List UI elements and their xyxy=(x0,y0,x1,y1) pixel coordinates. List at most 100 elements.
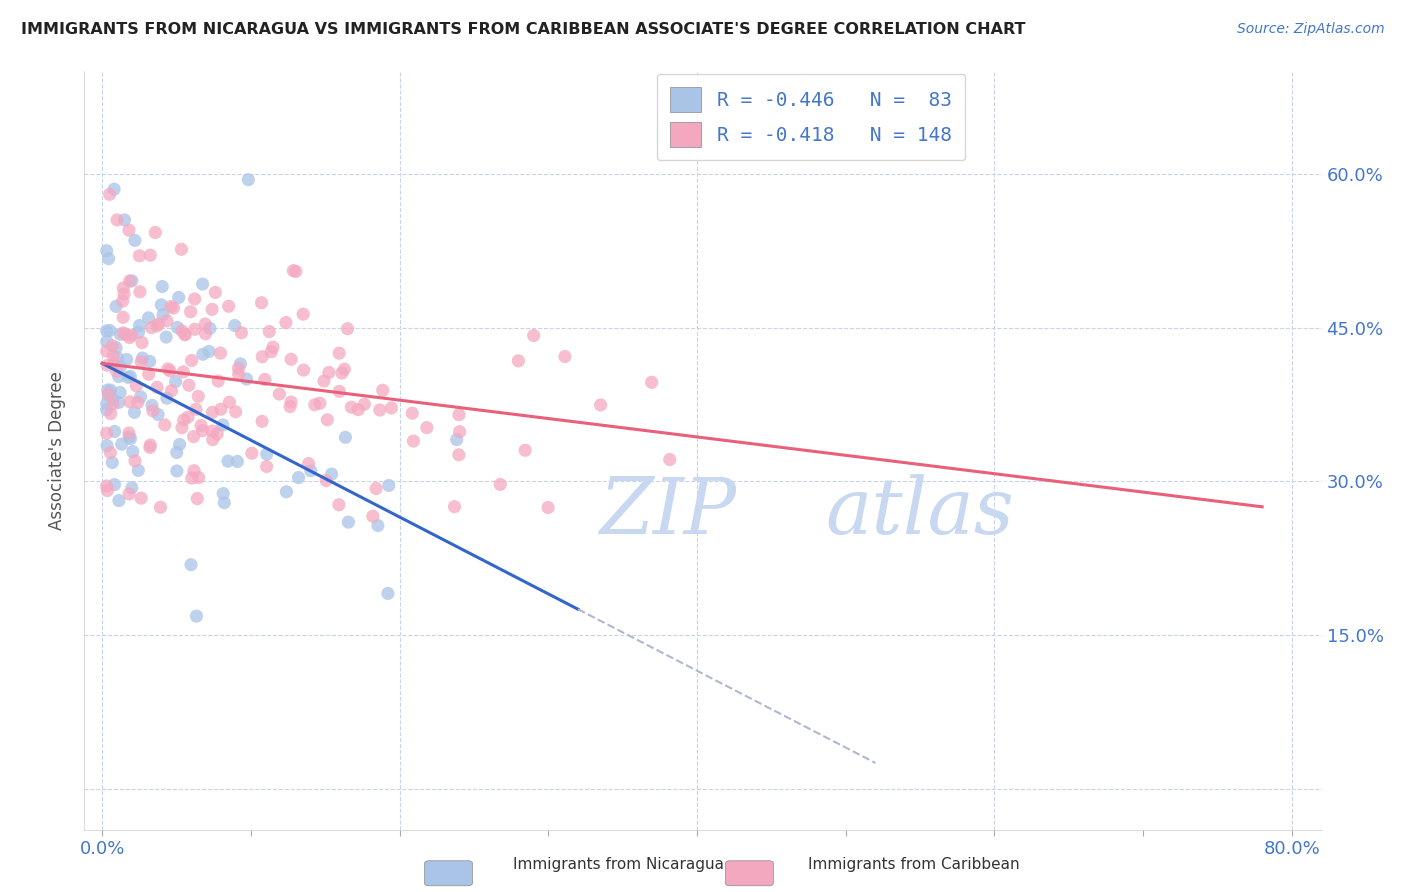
Text: Source: ZipAtlas.com: Source: ZipAtlas.com xyxy=(1237,22,1385,37)
Point xyxy=(107,369,129,384)
Point xyxy=(353,397,375,411)
Point xyxy=(380,401,402,415)
Point xyxy=(401,406,423,420)
Text: Immigrants from Caribbean: Immigrants from Caribbean xyxy=(808,857,1021,872)
Point xyxy=(110,327,132,342)
Point xyxy=(198,321,221,335)
Point xyxy=(347,402,370,417)
Point xyxy=(218,395,240,409)
Point xyxy=(96,344,118,359)
Point xyxy=(96,396,118,410)
Point xyxy=(112,310,135,325)
Point xyxy=(129,390,152,404)
Point xyxy=(105,213,128,227)
Point xyxy=(96,324,118,338)
Point xyxy=(184,402,207,417)
Point xyxy=(177,410,200,425)
Point xyxy=(139,248,162,262)
Point xyxy=(186,609,208,624)
Point xyxy=(105,364,128,378)
Point xyxy=(183,464,205,478)
Point xyxy=(238,172,260,186)
Point xyxy=(201,424,224,438)
Point xyxy=(114,213,136,227)
Point xyxy=(146,380,169,394)
Point xyxy=(170,324,193,338)
Point xyxy=(96,483,118,498)
Point xyxy=(103,477,125,491)
Point xyxy=(508,354,530,368)
Point xyxy=(523,328,546,343)
Point xyxy=(309,396,332,410)
Point xyxy=(180,471,202,485)
Point xyxy=(98,187,121,202)
Point xyxy=(97,359,120,373)
Point xyxy=(118,330,141,344)
Point xyxy=(377,586,399,600)
Point xyxy=(312,374,335,388)
Point xyxy=(160,300,183,314)
Point xyxy=(124,234,146,248)
Point xyxy=(340,400,363,414)
Point xyxy=(96,479,118,493)
Point xyxy=(371,384,394,398)
Point xyxy=(187,389,209,403)
Point xyxy=(183,322,205,336)
Point xyxy=(101,397,124,411)
Point xyxy=(447,448,470,462)
Point xyxy=(276,484,298,499)
Point xyxy=(256,447,278,461)
Point xyxy=(150,298,173,312)
Point xyxy=(118,223,141,237)
Text: atlas: atlas xyxy=(825,474,1015,550)
Point xyxy=(169,437,191,451)
Point xyxy=(107,395,129,409)
Point xyxy=(658,452,681,467)
Point xyxy=(129,491,152,506)
Point xyxy=(100,407,122,421)
Point xyxy=(212,417,235,432)
Text: ZIP: ZIP xyxy=(599,474,735,550)
Point xyxy=(174,327,197,342)
Point xyxy=(194,317,217,331)
Point xyxy=(165,375,187,389)
Point xyxy=(141,398,163,412)
Point xyxy=(262,340,284,354)
Point xyxy=(108,385,131,400)
Point xyxy=(368,403,391,417)
Point xyxy=(299,464,322,478)
Point xyxy=(187,470,209,484)
Point xyxy=(217,454,239,468)
Point xyxy=(150,279,173,293)
Point xyxy=(110,359,132,374)
Text: Immigrants from Nicaragua: Immigrants from Nicaragua xyxy=(513,857,724,872)
Point xyxy=(128,249,150,263)
Point xyxy=(155,330,177,344)
Point xyxy=(235,372,257,386)
Point xyxy=(139,441,162,455)
Point xyxy=(105,341,128,355)
Point xyxy=(139,438,162,452)
Point xyxy=(103,349,125,363)
Point xyxy=(204,285,226,300)
Point xyxy=(103,182,125,196)
Point xyxy=(156,391,179,405)
Point xyxy=(402,434,425,448)
Point xyxy=(443,500,465,514)
Point xyxy=(537,500,560,515)
Point xyxy=(138,354,160,368)
Point xyxy=(333,362,356,376)
Point xyxy=(198,344,221,359)
Point xyxy=(228,361,250,376)
Point xyxy=(112,281,135,295)
Point xyxy=(98,324,121,338)
Point xyxy=(283,263,305,277)
Point xyxy=(111,294,134,309)
Point xyxy=(103,356,125,370)
Point xyxy=(297,457,319,471)
Point xyxy=(127,395,149,409)
Point xyxy=(180,305,202,319)
Point xyxy=(96,439,118,453)
Point xyxy=(104,425,127,439)
Point xyxy=(183,292,205,306)
